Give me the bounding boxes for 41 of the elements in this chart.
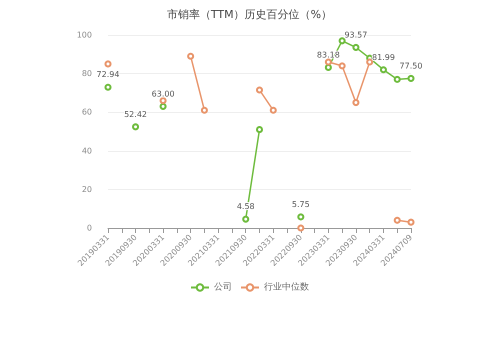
point: [160, 97, 167, 104]
point: [324, 64, 332, 71]
point: [187, 52, 194, 60]
point: [366, 58, 374, 66]
point: [297, 213, 304, 220]
point: [324, 58, 332, 66]
data-label: 81.99: [372, 52, 395, 62]
point: [352, 99, 360, 106]
point: [270, 106, 277, 114]
data-label: 72.94: [96, 70, 120, 80]
point: [408, 74, 414, 82]
y-tick-label: 0: [86, 224, 92, 232]
chart-title: 市销率（TTM）历史百分位（%）: [166, 8, 332, 21]
point: [256, 86, 263, 94]
point: [160, 102, 167, 110]
point: [352, 44, 360, 51]
point: [297, 224, 304, 232]
point: [338, 62, 346, 70]
point: [408, 218, 414, 226]
y-tick-label: 80: [82, 69, 92, 78]
y-tick-label: 100: [76, 30, 92, 40]
point: [104, 84, 112, 91]
point: [104, 60, 112, 68]
point: [132, 123, 140, 130]
y-tick-label: 20: [82, 184, 92, 194]
data-label: 77.50: [400, 61, 422, 70]
point: [394, 76, 401, 83]
point: [256, 126, 263, 134]
point: [242, 216, 250, 223]
point: [338, 37, 346, 44]
data-label: 63.00: [152, 89, 175, 98]
point: [380, 66, 387, 74]
y-tick-label: 40: [82, 146, 92, 156]
data-label: 5.75: [292, 200, 310, 209]
legend-label: 公司: [214, 282, 232, 292]
point: [200, 106, 208, 114]
data-label: 93.57: [344, 30, 368, 40]
y-tick-label: 60: [82, 108, 92, 117]
point: [394, 216, 401, 224]
data-label: 52.42: [124, 110, 147, 119]
legend-label: 行业中位数: [264, 282, 309, 292]
